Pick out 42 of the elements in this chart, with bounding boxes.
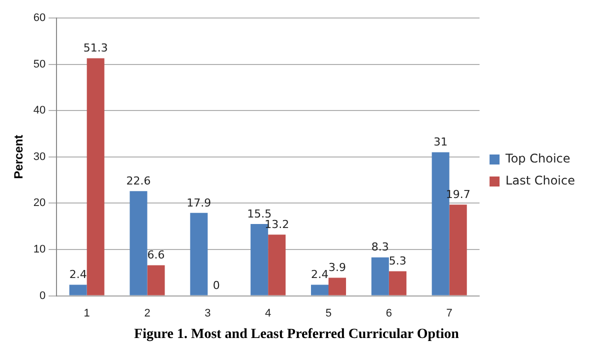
bar bbox=[388, 271, 406, 296]
bar bbox=[268, 234, 286, 296]
x-tick-label: 4 bbox=[265, 307, 272, 320]
data-label: 5.3 bbox=[388, 254, 406, 268]
data-label: 22.6 bbox=[126, 174, 151, 188]
bar bbox=[449, 204, 467, 296]
data-label: 15.5 bbox=[247, 207, 272, 220]
y-tick-label: 60 bbox=[33, 12, 46, 24]
data-label: 51.3 bbox=[83, 42, 108, 55]
bar bbox=[69, 284, 87, 296]
y-tick-label: 20 bbox=[33, 197, 46, 210]
data-label: 13.2 bbox=[264, 218, 290, 232]
bar bbox=[328, 278, 346, 296]
data-label: 3.9 bbox=[328, 261, 346, 274]
y-tick-label: 0 bbox=[40, 290, 46, 302]
data-label: 6.6 bbox=[147, 248, 165, 262]
bar bbox=[310, 284, 329, 296]
data-label: 2.4 bbox=[311, 268, 328, 282]
legend-label: Top Choice bbox=[504, 152, 570, 166]
bar bbox=[130, 191, 148, 296]
x-tick-label: 2 bbox=[144, 307, 150, 320]
y-axis-title: Percent bbox=[12, 134, 26, 179]
x-tick-label: 3 bbox=[204, 307, 211, 320]
legend-label: Last Choice bbox=[506, 174, 575, 188]
data-label: 0 bbox=[212, 279, 220, 292]
bar bbox=[190, 212, 208, 296]
y-tick-label: 40 bbox=[33, 104, 46, 117]
x-tick-label: 1 bbox=[84, 307, 90, 320]
y-tick-label: 10 bbox=[33, 244, 46, 256]
data-label: 17.9 bbox=[186, 196, 212, 210]
bar bbox=[86, 58, 104, 296]
data-label: 31 bbox=[434, 136, 448, 149]
caption: Figure 1. Most and Least Preferred Curricular Option bbox=[133, 327, 460, 343]
x-tick-label: 7 bbox=[446, 307, 452, 320]
x-tick-label: 6 bbox=[386, 307, 392, 320]
y-tick-label: 50 bbox=[33, 58, 46, 70]
x-tick-label: 5 bbox=[325, 307, 332, 320]
data-label: 8.3 bbox=[371, 240, 389, 254]
data-label: 2.4 bbox=[69, 268, 87, 282]
bar bbox=[147, 265, 165, 296]
bar bbox=[371, 257, 389, 296]
y-tick-label: 30 bbox=[33, 150, 46, 163]
